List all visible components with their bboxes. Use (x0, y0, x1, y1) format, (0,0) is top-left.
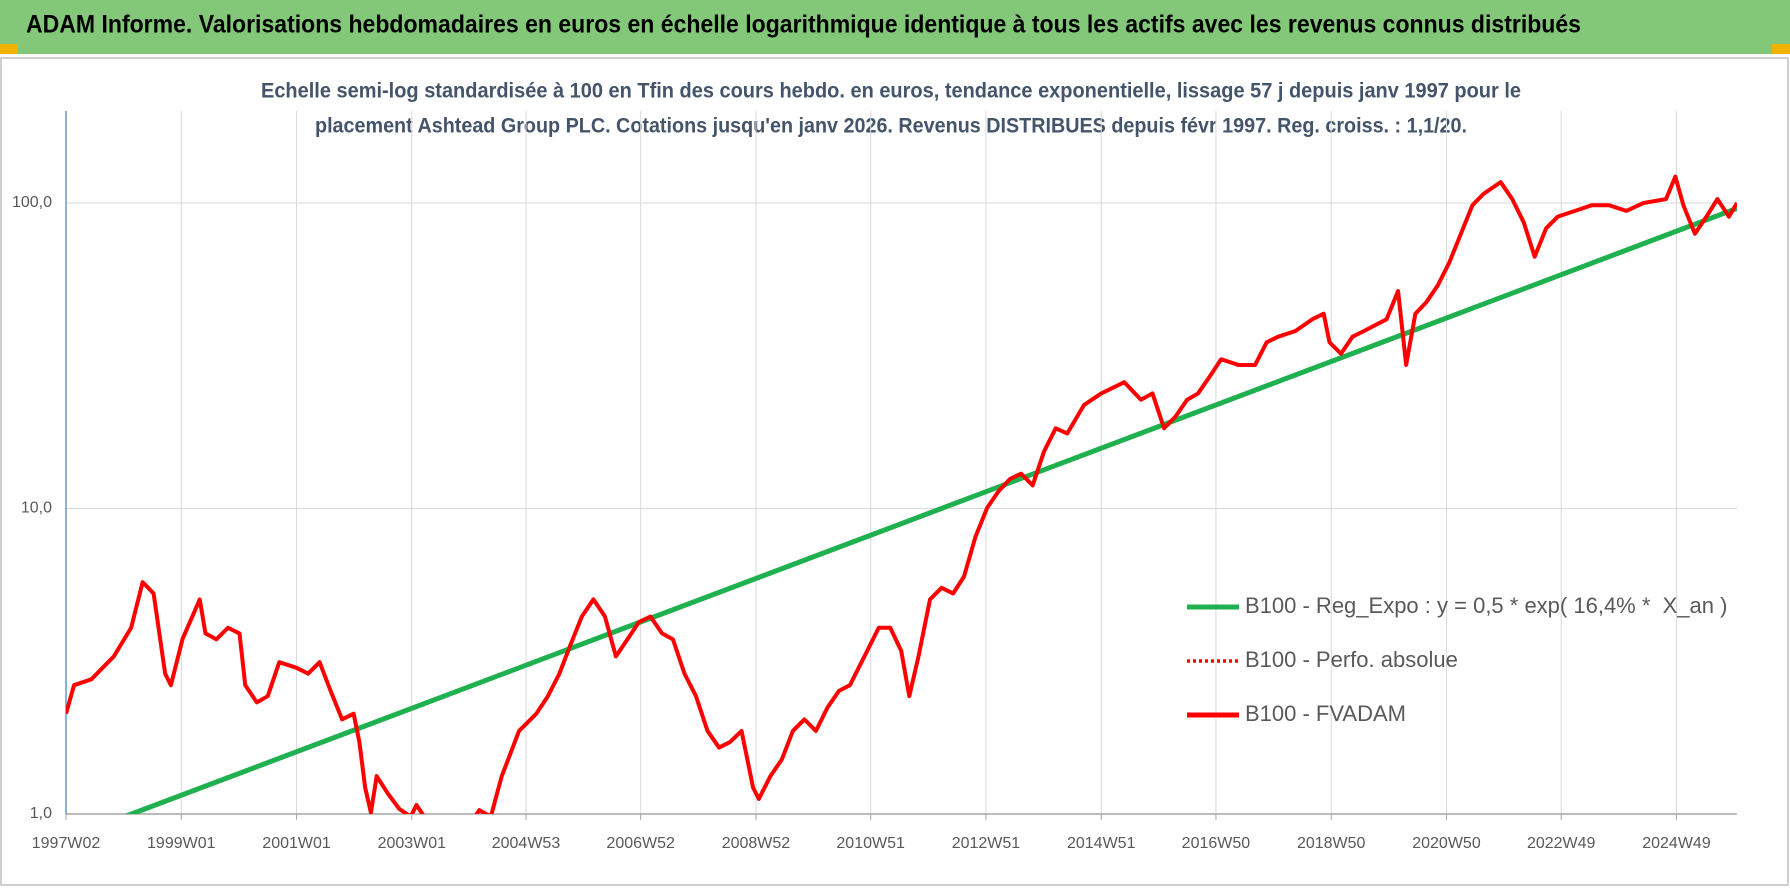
x-tick-label: 2006W52 (606, 835, 675, 852)
x-tick-label: 2008W52 (722, 835, 791, 852)
y-tick-label: 10,0 (21, 500, 52, 517)
x-tick-label: 2014W51 (1067, 835, 1136, 852)
chart-subtitle: placement Ashtead Group PLC. Cotations j… (315, 115, 1467, 138)
x-tick-label: 2016W50 (1182, 835, 1251, 852)
x-tick-label: 2018W50 (1297, 835, 1366, 852)
chart-frame (0, 57, 1789, 886)
corner-marker (0, 44, 18, 54)
x-tick-label: 2024W49 (1642, 835, 1711, 852)
x-tick-label: 2012W51 (952, 835, 1021, 852)
x-tick-label: 2004W53 (492, 835, 561, 852)
legend-label: B100 - Perfo. absolue (1245, 647, 1458, 672)
x-tick-label: 2001W01 (262, 835, 331, 852)
legend-label: B100 - FVADAM (1245, 701, 1406, 726)
x-tick-label: 2020W50 (1412, 835, 1481, 852)
series-line (124, 206, 1737, 814)
x-tick-label: 1999W01 (147, 835, 216, 852)
header-bar (0, 0, 1790, 54)
legend-label: B100 - Reg_Expo : y = 0,5 * exp( 16,4% *… (1245, 593, 1727, 618)
x-tick-label: 2003W01 (378, 835, 447, 852)
chart-subtitle: Echelle semi-log standardisée à 100 en T… (261, 80, 1521, 103)
y-tick-label: 1,0 (30, 805, 52, 822)
plot-area (66, 174, 1737, 814)
page-title: ADAM Informe. Valorisations hebdomadaire… (26, 11, 1581, 39)
y-tick-label: 100,0 (12, 194, 52, 211)
x-tick-label: 2010W51 (836, 835, 905, 852)
x-tick-label: 1997W02 (32, 835, 101, 852)
x-tick-label: 2022W49 (1527, 835, 1596, 852)
series-line (66, 174, 1737, 814)
corner-marker (1772, 44, 1790, 54)
